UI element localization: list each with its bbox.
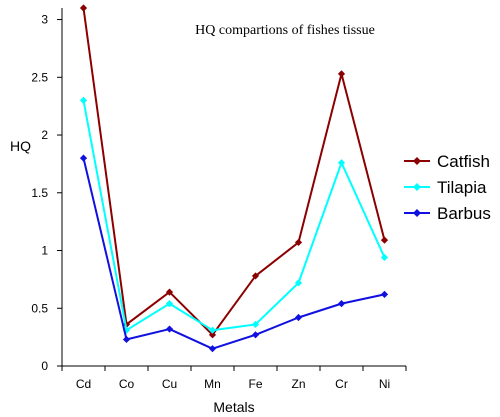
y-tick-label: 1.5 <box>31 186 48 200</box>
y-tick-label: 0 <box>41 359 48 373</box>
x-tick-label: Ni <box>379 377 390 391</box>
y-tick-label: 2.5 <box>31 70 48 84</box>
data-point <box>337 300 346 308</box>
series-line <box>82 100 386 332</box>
data-point <box>380 236 389 244</box>
data-point <box>165 300 174 308</box>
data-point <box>251 320 260 329</box>
y-tick-label: 2 <box>41 128 48 142</box>
legend-item-barbus: Barbus <box>404 204 491 223</box>
x-tick-label: Co <box>119 377 135 391</box>
legend-label: Barbus <box>437 204 491 223</box>
x-tick-label: Cr <box>335 377 348 391</box>
series-barbus <box>79 154 389 353</box>
y-axis-title: HQ <box>10 138 31 154</box>
legend: Catfish Tilapia Barbus <box>404 152 491 223</box>
data-point <box>79 4 88 12</box>
data-point <box>380 290 389 298</box>
x-tick-label: Cu <box>162 377 177 391</box>
x-tick-label: Cd <box>76 377 91 391</box>
x-ticks: Cd Co Cu Mn Fe Zn Cr Ni <box>61 366 407 391</box>
legend-item-catfish: Catfish <box>404 152 490 171</box>
data-point <box>294 238 303 247</box>
y-ticks: 0 0.5 1 1.5 2 2.5 3 <box>31 13 62 373</box>
legend-marker <box>413 157 421 165</box>
y-tick-label: 1 <box>41 244 48 258</box>
data-point <box>79 154 88 162</box>
y-tick-label: 3 <box>41 13 48 27</box>
data-point <box>165 325 174 333</box>
data-point <box>294 313 303 322</box>
data-point <box>122 335 131 344</box>
data-point <box>165 288 174 296</box>
data-point <box>208 345 217 353</box>
chart-title: HQ compartions of fishes tissue <box>195 23 375 38</box>
data-point <box>79 96 88 104</box>
legend-marker <box>413 183 421 191</box>
data-point <box>337 159 346 167</box>
x-tick-label: Fe <box>248 377 262 391</box>
data-point <box>208 331 217 339</box>
legend-marker <box>413 209 421 217</box>
series-line <box>82 7 386 336</box>
legend-label: Catfish <box>437 152 490 171</box>
series-tilapia <box>79 96 389 334</box>
data-point <box>251 272 260 280</box>
series-line <box>82 157 385 350</box>
data-point <box>251 331 260 339</box>
legend-item-tilapia: Tilapia <box>404 178 487 197</box>
y-tick-label: 0.5 <box>31 301 48 315</box>
x-tick-label: Mn <box>204 377 221 391</box>
plot-series <box>79 4 389 353</box>
series-catfish <box>79 4 389 339</box>
data-point <box>122 320 131 329</box>
data-point <box>380 253 389 262</box>
data-point <box>294 279 303 287</box>
data-point <box>208 326 217 334</box>
x-axis-title: Metals <box>213 399 254 415</box>
legend-label: Tilapia <box>437 178 487 197</box>
x-tick-label: Zn <box>291 377 305 391</box>
data-point <box>337 70 346 78</box>
